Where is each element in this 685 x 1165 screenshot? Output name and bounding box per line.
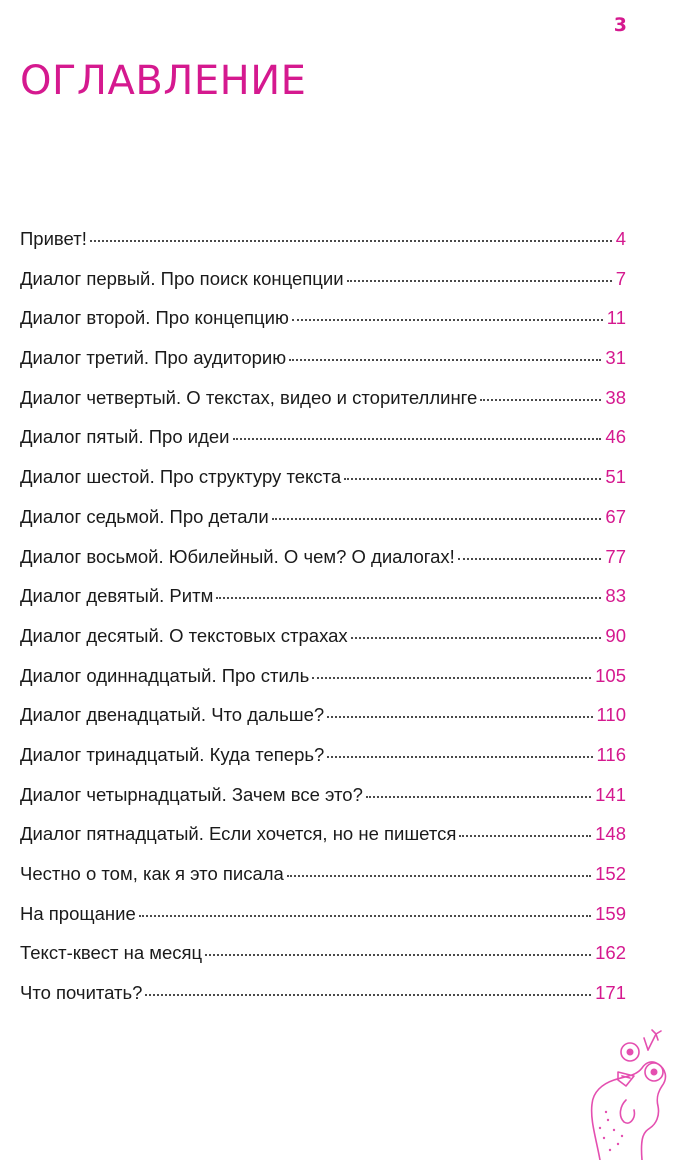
toc-entry-page: 46 (605, 426, 626, 448)
dot-leader (232, 438, 602, 441)
toc-entry[interactable]: Диалог седьмой. Про детали 67 (20, 506, 626, 546)
dot-leader (365, 795, 592, 798)
toc-entry[interactable]: Диалог четырнадцатый. Зачем все это? 141 (20, 784, 626, 824)
pink-doodle-creature-icon (578, 1020, 685, 1161)
toc-entry-page: 31 (605, 347, 626, 369)
dot-leader (350, 636, 602, 639)
dot-leader (459, 835, 592, 838)
toc-entry-title: Диалог четвертый. О текстах, видео и сто… (20, 386, 478, 408)
toc-entry-title: На прощание (20, 902, 136, 924)
dot-leader (344, 478, 602, 481)
toc-entry[interactable]: Диалог шестой. Про структуру текста 51 (20, 466, 626, 506)
toc-entry-title: Диалог десятый. О текстовых страхах (20, 624, 348, 646)
toc-entry-title: Что почитать? (20, 982, 143, 1004)
dot-leader (89, 240, 612, 242)
toc-entry-title: Диалог пятый. Про идеи (20, 426, 230, 448)
toc-entry-page: 105 (595, 664, 626, 686)
toc-entry[interactable]: Что почитать? 171 (20, 982, 626, 1022)
toc-entry-page: 162 (595, 942, 626, 964)
dot-leader (346, 279, 612, 282)
dot-leader (480, 398, 602, 401)
page-number: 3 (613, 14, 627, 36)
toc-entry-title: Диалог третий. Про аудиторию (20, 347, 287, 369)
toc-entry-title: Привет! (20, 228, 87, 249)
toc-entry-title: Диалог седьмой. Про детали (20, 505, 269, 527)
dot-leader (138, 914, 592, 917)
dot-leader (457, 557, 602, 560)
toc-entry-page: 148 (595, 823, 626, 845)
toc-entry[interactable]: На прощание 159 (20, 903, 626, 943)
toc-entry[interactable]: Честно о том, как я это писала 152 (20, 863, 626, 903)
toc-entry[interactable]: Привет! 4 (20, 228, 626, 268)
toc-entry-page: 83 (605, 585, 626, 607)
toc-entry-page: 152 (595, 863, 626, 884)
toc-entry-title: Диалог первый. Про поиск концепции (20, 267, 344, 289)
toc-entry-title: Диалог второй. Про концепцию (20, 307, 289, 329)
toc-entry-page: 90 (605, 624, 626, 646)
toc-entry-title: Честно о том, как я это писала (20, 863, 284, 884)
toc-entry-page: 11 (606, 307, 626, 329)
toc-entry[interactable]: Диалог четвертый. О текстах, видео и сто… (20, 387, 626, 427)
toc-entry-title: Текст-квест на месяц (20, 942, 203, 964)
toc-entry-title: Диалог двенадцатый. Что дальше? (20, 704, 325, 726)
toc-entry-page: 67 (605, 505, 626, 527)
toc-entry-page: 7 (615, 267, 626, 289)
toc-entry-title: Диалог девятый. Ритм (20, 585, 214, 607)
toc-entry[interactable]: Диалог второй. Про концепцию 11 (20, 307, 626, 347)
toc-entry-page: 159 (595, 902, 626, 924)
toc-entry-page: 51 (605, 466, 626, 488)
toc-entry-title: Диалог одиннадцатый. Про стиль (20, 664, 310, 686)
dot-leader (291, 319, 603, 322)
toc-entry[interactable]: Диалог третий. Про аудиторию 31 (20, 347, 626, 387)
toc-entry[interactable]: Диалог пятнадцатый. Если хочется, но не … (20, 823, 626, 863)
toc-entry[interactable]: Диалог девятый. Ритм 83 (20, 585, 626, 625)
dot-leader (145, 994, 592, 997)
dot-leader (205, 954, 592, 957)
toc-entry-title: Диалог тринадцатый. Куда теперь? (20, 743, 325, 765)
toc-entry[interactable]: Диалог тринадцатый. Куда теперь? 116 (20, 744, 626, 784)
toc-entry[interactable]: Диалог пятый. Про идеи 46 (20, 426, 626, 466)
toc-entry[interactable]: Диалог десятый. О текстовых страхах 90 (20, 625, 626, 665)
toc-entry[interactable]: Текст-квест на месяц 162 (20, 942, 626, 982)
dot-leader (312, 676, 592, 679)
toc-entry[interactable]: Диалог первый. Про поиск концепции 7 (20, 268, 626, 308)
toc-entry-page: 110 (596, 704, 627, 726)
toc-entry-title: Диалог шестой. Про структуру текста (20, 466, 342, 488)
toc-entry-page: 116 (596, 743, 627, 765)
toc-entry-page: 77 (605, 545, 626, 567)
dot-leader (216, 597, 602, 600)
dot-leader (327, 716, 593, 719)
toc-entry-page: 4 (615, 228, 626, 249)
dot-leader (289, 359, 602, 362)
dot-leader (327, 755, 593, 758)
toc-entry[interactable]: Диалог одиннадцатый. Про стиль 105 (20, 665, 626, 705)
toc-entry-page: 171 (595, 982, 626, 1004)
dot-leader (286, 875, 592, 877)
toc-entry-page: 38 (605, 386, 626, 408)
toc-entry-title: Диалог восьмой. Юбилейный. О чем? О диал… (20, 545, 455, 567)
page-title: ОГЛАВЛЕНИЕ (20, 58, 307, 104)
toc-entry-title: Диалог пятнадцатый. Если хочется, но не … (20, 823, 457, 845)
toc-entry[interactable]: Диалог двенадцатый. Что дальше? 110 (20, 704, 626, 744)
toc-entry-page: 141 (595, 783, 626, 805)
toc-entry-title: Диалог четырнадцатый. Зачем все это? (20, 783, 363, 805)
table-of-contents: Привет! 4 Диалог первый. Про поиск концеп… (20, 228, 626, 1022)
toc-entry[interactable]: Диалог восьмой. Юбилейный. О чем? О диал… (20, 546, 626, 586)
dot-leader (271, 517, 602, 520)
